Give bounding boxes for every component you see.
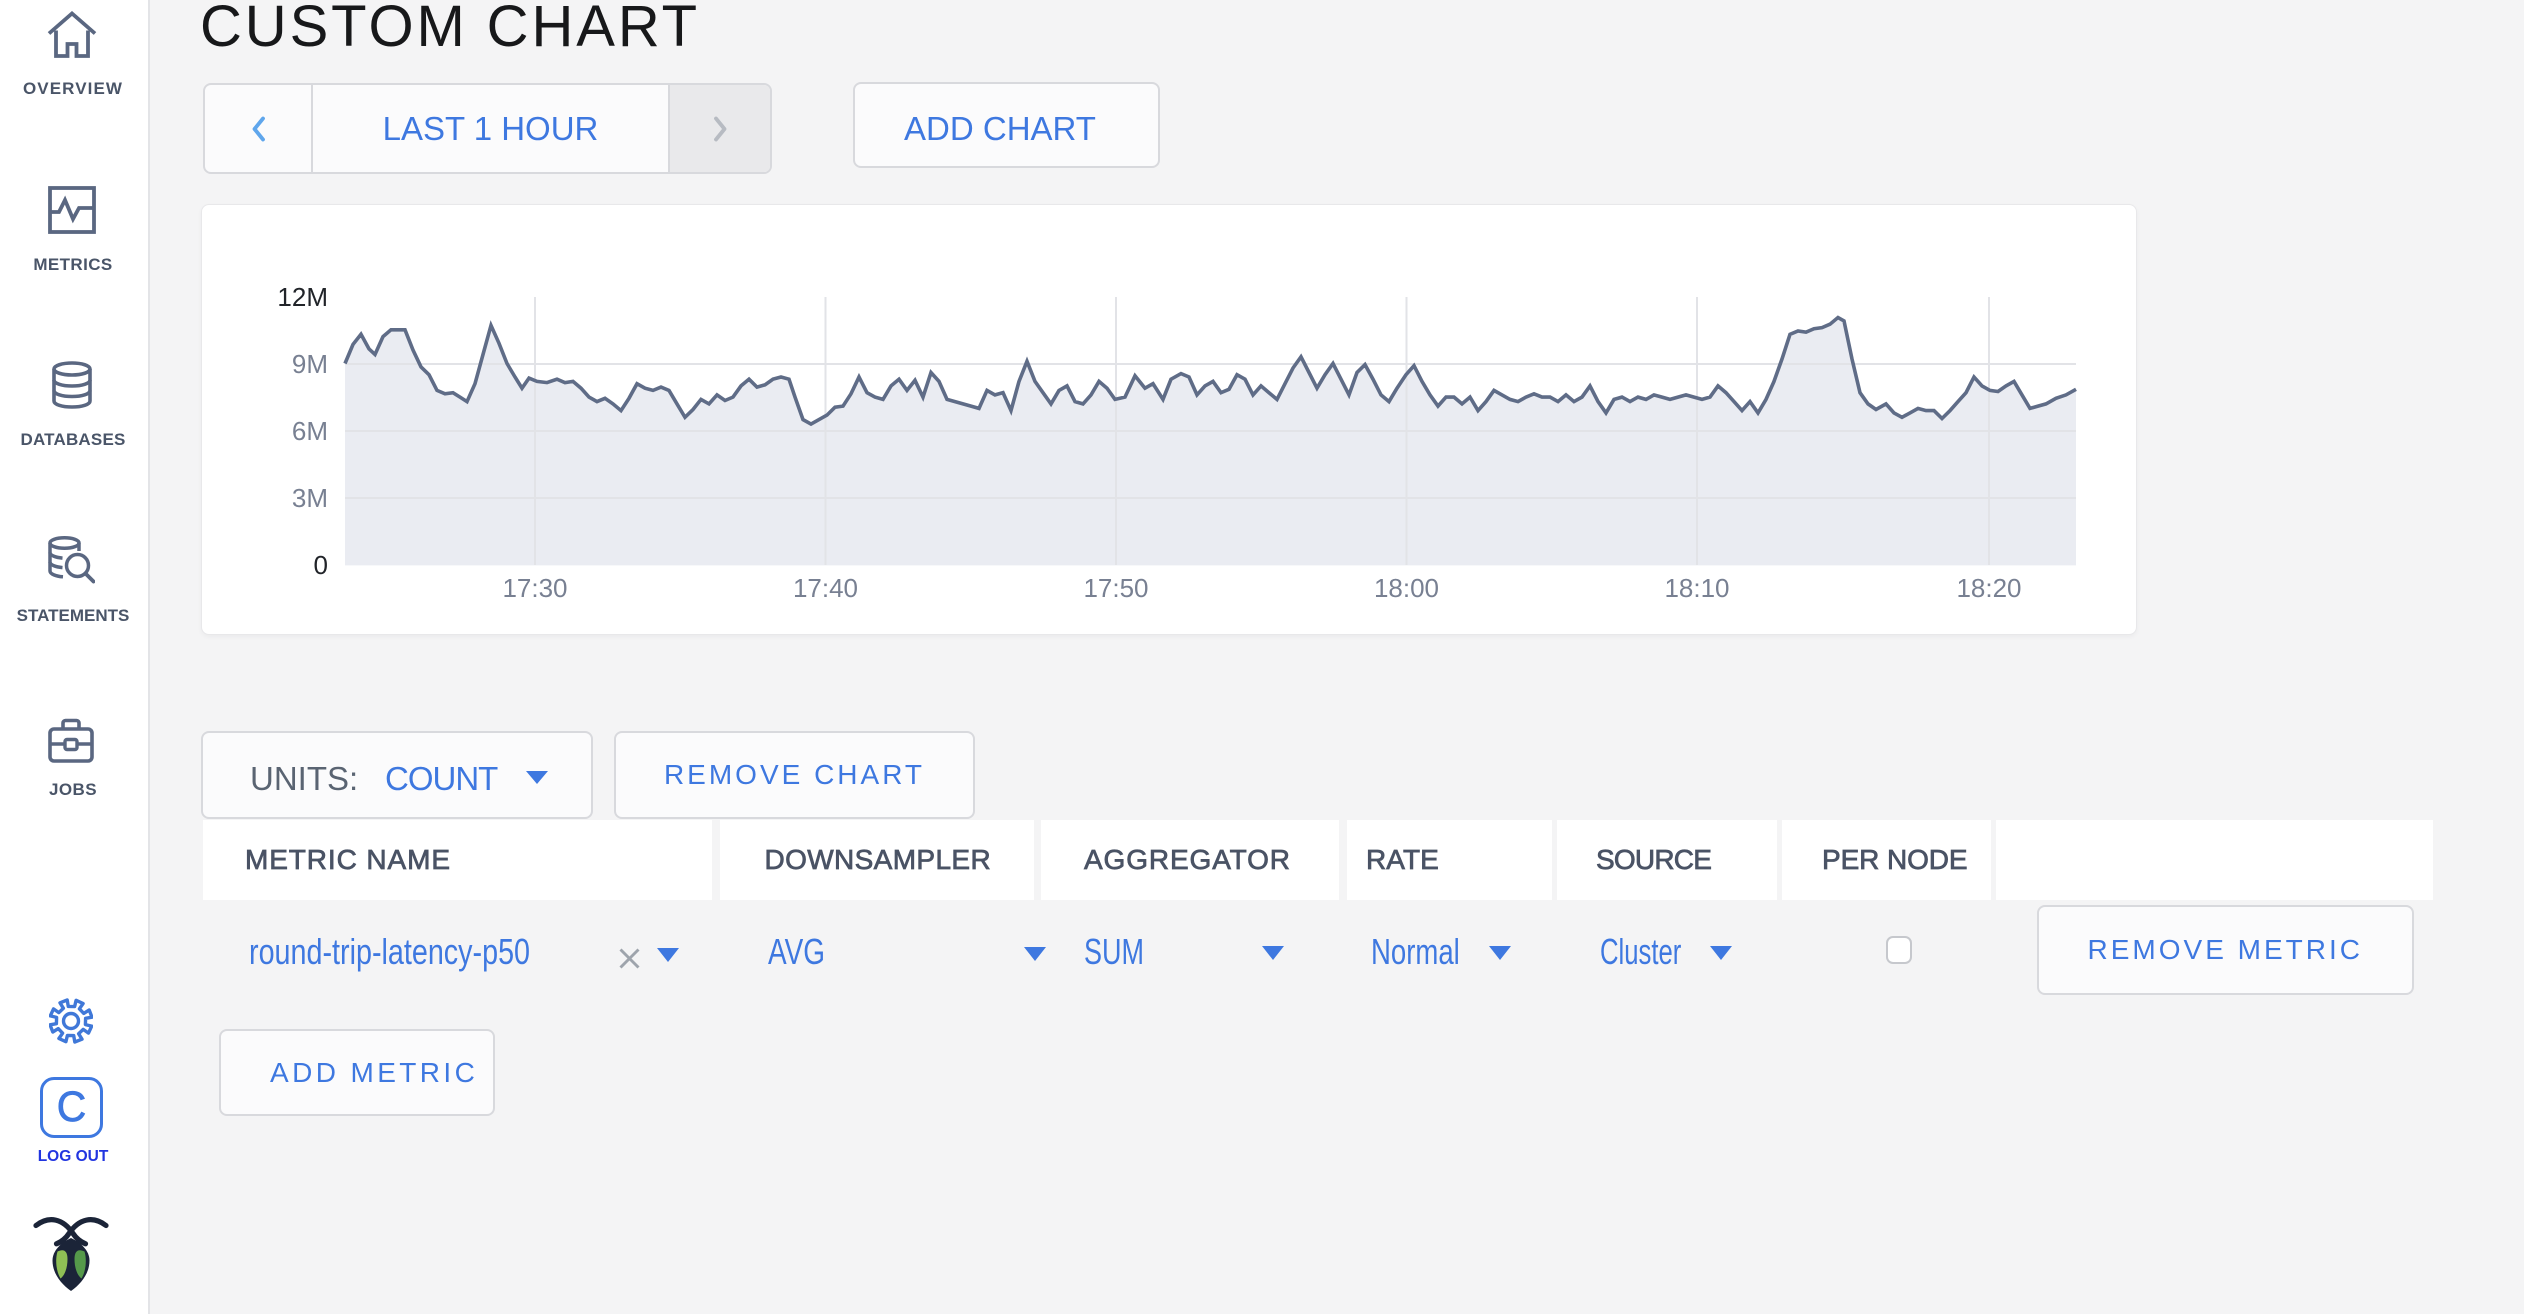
- svg-text:12M: 12M: [277, 282, 328, 312]
- svg-text:6M: 6M: [292, 416, 328, 446]
- svg-text:17:50: 17:50: [1083, 573, 1148, 603]
- svg-text:3M: 3M: [292, 483, 328, 513]
- svg-text:9M: 9M: [292, 349, 328, 379]
- svg-text:18:10: 18:10: [1664, 573, 1729, 603]
- svg-text:0: 0: [314, 550, 328, 580]
- svg-text:18:00: 18:00: [1374, 573, 1439, 603]
- svg-text:18:20: 18:20: [1956, 573, 2021, 603]
- svg-text:17:30: 17:30: [502, 573, 567, 603]
- svg-text:17:40: 17:40: [793, 573, 858, 603]
